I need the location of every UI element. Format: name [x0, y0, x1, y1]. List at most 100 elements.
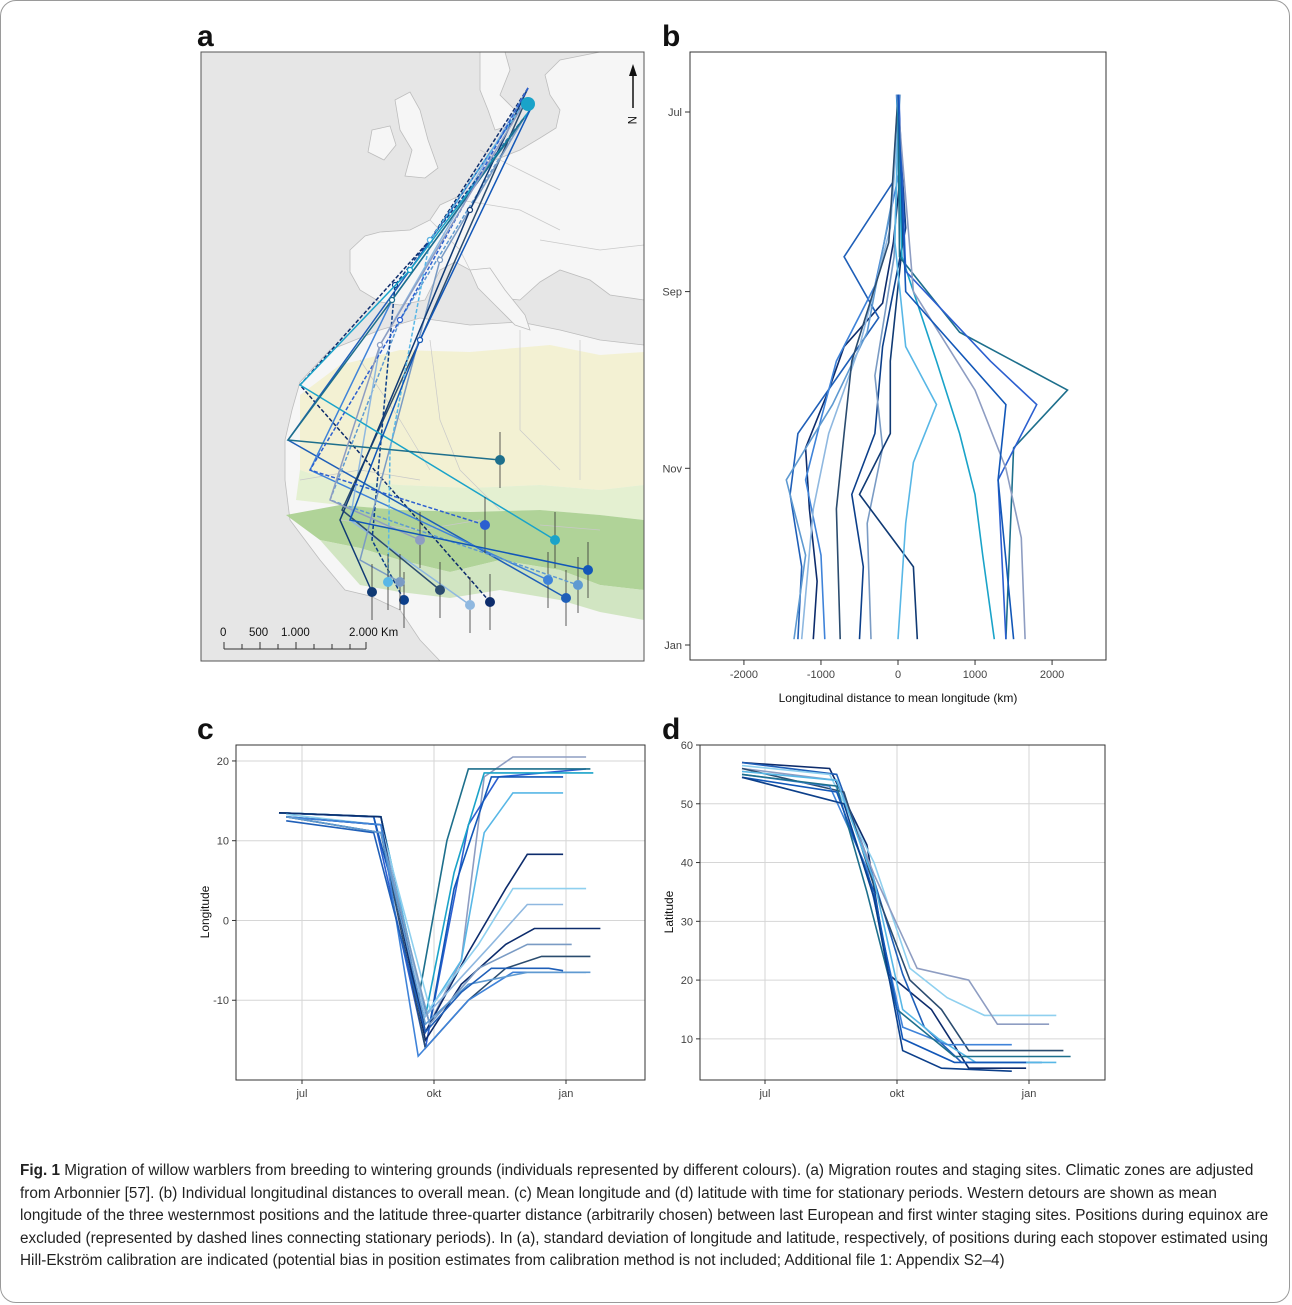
chart-c-ticks: jul okt jan 20 10 0 -10 — [213, 756, 573, 1100]
panel-letter-a: a — [197, 20, 214, 53]
chart-d-ylabel: Latitude — [662, 890, 676, 933]
chart-d-series-9 — [741, 776, 1012, 1072]
chart-b-series-11 — [897, 94, 1069, 640]
chart-b-series-6 — [850, 94, 907, 640]
staging-site-0 — [485, 597, 495, 607]
chart-d-series-7 — [741, 773, 1071, 1058]
chart-d-series-3 — [741, 767, 1050, 1025]
chart-d-xtick-1: okt — [890, 1088, 905, 1100]
chart-d-grid — [700, 744, 1105, 1080]
chart-d-xtick-0: jul — [758, 1088, 770, 1100]
route-line-14 — [348, 109, 589, 571]
stopover-8 — [466, 206, 474, 214]
chart-c-xtick-1: okt — [427, 1088, 442, 1100]
chart-b-xtick-0: -2000 — [730, 669, 758, 681]
zone-sahel — [296, 470, 644, 520]
route-line-4 — [349, 87, 529, 606]
chart-c-series-2 — [278, 772, 594, 1017]
chart-d-series-4 — [741, 767, 1064, 1052]
stopover-13 — [376, 341, 384, 349]
chart-b-series-9 — [894, 94, 938, 640]
chart-b: -2000 -1000 0 1000 2000 Jul Sep Nov Jan Longitud… — [662, 51, 1107, 705]
chart-c-series-4 — [278, 768, 591, 1001]
chart-b-series-1 — [789, 94, 900, 640]
north-label: N — [625, 116, 637, 124]
land-italy — [469, 267, 531, 331]
figure-caption: Fig. 1 Migration of willow warblers from… — [20, 1160, 1275, 1273]
land-britain — [394, 91, 439, 179]
chart-d-series — [741, 761, 1071, 1072]
staging-site-6 — [399, 595, 409, 605]
north-arrow — [629, 64, 637, 108]
chart-c-series-13 — [286, 816, 591, 1026]
caption-label: Fig. 1 — [20, 1162, 60, 1179]
scale-label-0: 0 — [220, 627, 226, 639]
chart-c-xtick-0: jul — [295, 1088, 307, 1100]
chart-b-ticks: -2000 -1000 0 1000 2000 Jul Sep Nov Jan — [662, 107, 1064, 681]
stopover-12 — [396, 316, 404, 324]
staging-site-14 — [583, 565, 593, 575]
chart-b-ytick-2: Nov — [662, 463, 682, 475]
chart-b-ytick-1: Sep — [662, 287, 682, 299]
chart-c-frame — [235, 744, 646, 1081]
panel-letter-b: b — [662, 20, 681, 53]
chart-c-series-6 — [278, 812, 564, 1035]
chart-d-series-2 — [741, 764, 1057, 1017]
chart-d-ytick-1: 50 — [681, 799, 693, 811]
scale-label-1000: 1.000 — [281, 627, 310, 639]
staging-site-5 — [435, 585, 445, 595]
chart-c-series-14 — [286, 820, 564, 1034]
route-line-5 — [341, 99, 527, 591]
route-line-10 — [298, 109, 556, 541]
chart-d-ytick-2: 40 — [681, 858, 693, 870]
staging-site-9 — [383, 577, 393, 587]
chart-d: jul okt jan 60 50 40 30 20 10 Latitude — [662, 740, 1106, 1100]
scale-label-2000: 2.000 Km — [349, 627, 398, 639]
chart-d-ticks: jul okt jan 60 50 40 30 20 10 — [681, 740, 1037, 1100]
figure-graphics: N 0 500 1.000 2.000 Km -2000 -1000 0 1000 20… — [198, 51, 1107, 1100]
migration-map: N 0 500 1.000 2.000 Km — [200, 51, 645, 662]
chart-b-series-0 — [804, 94, 902, 640]
chart-b-series-14 — [897, 94, 1015, 640]
chart-b-ytick-3: Jan — [664, 640, 682, 652]
chart-c-ytick-2: 0 — [223, 915, 229, 927]
zone-desert — [300, 345, 644, 490]
chart-c-grid — [236, 745, 645, 1080]
scale-label-500: 500 — [249, 627, 268, 639]
chart-d-frame — [699, 744, 1106, 1081]
staging-site-8 — [367, 587, 377, 597]
staging-site-12 — [480, 520, 490, 530]
chart-c-series-7 — [286, 813, 587, 1010]
chart-c-ylabel: Longitude — [198, 885, 212, 938]
chart-d-ytick-3: 30 — [681, 916, 693, 928]
chart-b-series-10 — [896, 94, 996, 640]
chart-d-ytick-5: 10 — [681, 1034, 693, 1046]
chart-c-ytick-0: 20 — [217, 756, 229, 768]
chart-b-xtick-1: -1000 — [807, 669, 835, 681]
migration-routes — [286, 87, 593, 633]
stopover-7 — [436, 256, 444, 264]
chart-b-xlabel: Longitudinal distance to mean longitude … — [779, 691, 1018, 705]
stopover-10 — [406, 266, 414, 274]
chart-d-series-8 — [741, 776, 1027, 1064]
staging-site-13 — [415, 535, 425, 545]
chart-b-xtick-4: 2000 — [1040, 669, 1064, 681]
staging-site-11 — [495, 455, 505, 465]
chart-b-series-12 — [898, 94, 1038, 640]
scale-bar — [223, 642, 367, 650]
chart-b-series-5 — [835, 94, 899, 640]
chart-c-ytick-3: -10 — [213, 995, 229, 1007]
staging-site-10 — [550, 535, 560, 545]
route-line-8 — [339, 87, 529, 593]
land-ireland — [367, 125, 397, 161]
staging-site-7 — [395, 577, 405, 587]
chart-c-xtick-2: jan — [558, 1088, 574, 1100]
chart-b-series-13 — [896, 94, 1026, 640]
panel-letter-c: c — [197, 713, 214, 746]
route-line-9 — [387, 99, 527, 583]
chart-c-ytick-1: 10 — [217, 836, 229, 848]
chart-d-ytick-0: 60 — [681, 740, 693, 752]
chart-c: jul okt jan 20 10 0 -10 Longitude — [198, 744, 646, 1100]
route-line-13 — [329, 99, 527, 541]
